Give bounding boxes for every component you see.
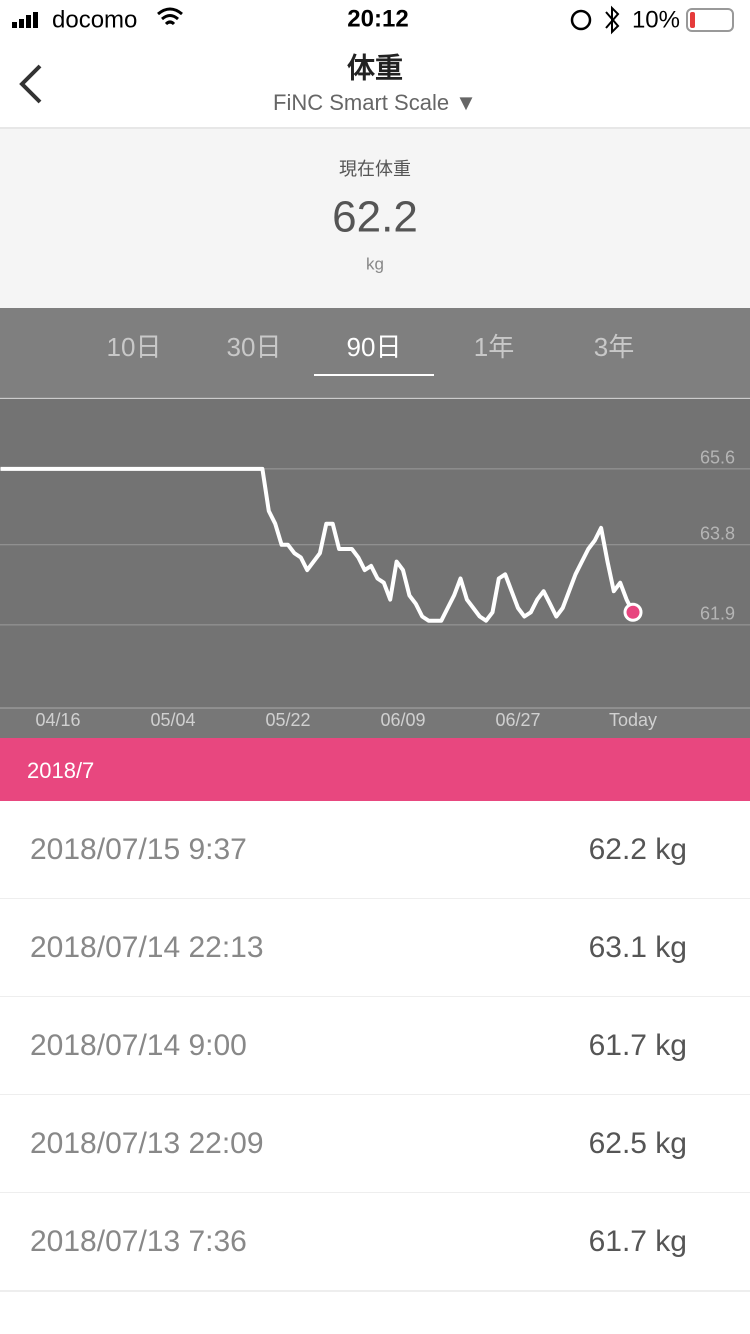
y-tick-label: 63.8 xyxy=(700,524,735,544)
bluetooth-icon xyxy=(605,5,620,35)
month-bar xyxy=(0,738,750,801)
list-row[interactable] xyxy=(0,997,750,1095)
x-axis-strip xyxy=(0,708,750,738)
tabs: 10日 30日 90日 1年 3年 xyxy=(107,332,634,376)
tab[interactable]: 10日 xyxy=(107,332,162,362)
device-selector[interactable]: FiNC Smart Scale ▼ xyxy=(273,90,477,115)
lock-icon xyxy=(570,9,592,31)
row-date: 2018/07/13 7:36 xyxy=(30,1225,247,1258)
battery-text: 10% xyxy=(632,6,680,33)
row-date: 2018/07/14 22:13 xyxy=(30,931,264,964)
current-unit: kg xyxy=(366,254,384,273)
row-date: 2018/07/13 22:09 xyxy=(30,1127,264,1160)
row-weight: 61.7 kg xyxy=(589,1225,687,1258)
weight-line xyxy=(0,466,635,623)
row-weight: 62.2 kg xyxy=(589,833,687,866)
row-weight: 62.5 kg xyxy=(589,1127,687,1160)
current-panel xyxy=(0,129,750,308)
chart: 61.9 63.8 65.6 04/16 05/04 05/22 06/09 06/27 Tod… xyxy=(0,448,750,730)
list-row[interactable] xyxy=(0,1095,750,1193)
battery-icon xyxy=(686,8,734,32)
tab-bar xyxy=(0,308,750,398)
row-weight: 63.1 kg xyxy=(589,931,687,964)
list-row[interactable] xyxy=(0,801,750,899)
x-tick-label: 06/27 xyxy=(495,710,540,730)
y-tick-label: 61.9 xyxy=(700,604,735,624)
x-tick-label: 04/16 xyxy=(35,710,80,730)
month-label: 2018/7 xyxy=(27,758,94,783)
tab[interactable]: 90日 xyxy=(347,332,402,362)
x-tick-label: Today xyxy=(609,710,657,730)
wifi-icon xyxy=(157,7,183,26)
tab[interactable]: 30日 xyxy=(227,332,282,362)
x-tick-label: 05/04 xyxy=(150,710,195,730)
battery-level xyxy=(690,12,695,28)
tab[interactable]: 1年 xyxy=(474,332,514,362)
back-button[interactable] xyxy=(19,64,42,104)
clock: 20:12 xyxy=(347,5,408,32)
history-list: 2018/07/15 9:37 62.2 kg 2018/07/14 22:13 63… xyxy=(0,801,750,1292)
current-value: 62.2 xyxy=(332,193,418,242)
latest-point xyxy=(623,602,643,622)
current-label: 現在体重 xyxy=(339,159,411,179)
carrier: docomo xyxy=(52,6,137,33)
header-title: 体重 xyxy=(347,52,403,83)
tab[interactable]: 3年 xyxy=(594,332,634,362)
list-row[interactable] xyxy=(0,1193,750,1291)
row-date: 2018/07/14 9:00 xyxy=(30,1029,247,1062)
row-weight: 61.7 kg xyxy=(589,1029,687,1062)
plot-area xyxy=(0,399,750,708)
x-tick-label: 06/09 xyxy=(380,710,425,730)
y-tick-label: 65.6 xyxy=(700,448,735,468)
signal xyxy=(12,12,38,28)
list-row[interactable] xyxy=(0,899,750,997)
row-date: 2018/07/15 9:37 xyxy=(30,833,247,866)
x-tick-label: 05/22 xyxy=(265,710,310,730)
